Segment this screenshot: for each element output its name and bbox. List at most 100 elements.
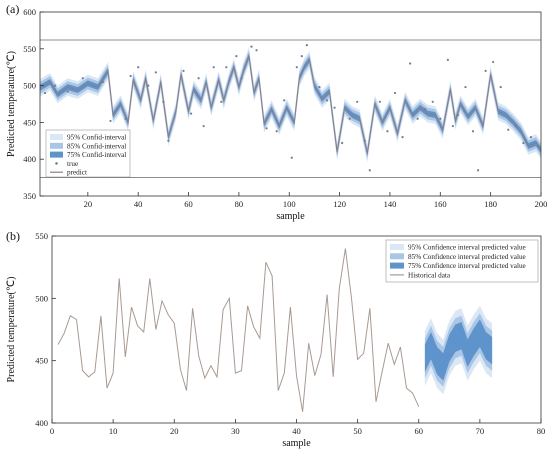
legend-swatch	[50, 151, 63, 158]
true-point	[514, 124, 517, 128]
panel-a-label: (a)	[6, 2, 19, 16]
a-x-tick-label: 40	[134, 199, 143, 209]
b-y-tick-label: 400	[35, 418, 48, 428]
legend-swatch	[390, 262, 404, 269]
b-x-tick-label: 10	[109, 426, 118, 436]
true-point	[408, 62, 412, 65]
legend-swatch	[50, 142, 63, 149]
true-point	[235, 55, 238, 58]
true-point	[283, 99, 286, 102]
true-point	[318, 85, 321, 89]
panel-a-plot-frame	[39, 11, 542, 197]
panel-b-y-axis-label: Predicted temperature(℃)	[6, 277, 17, 383]
true-point	[225, 66, 228, 69]
true-point	[124, 117, 127, 120]
true-point	[333, 106, 336, 109]
panel-b-historical-series	[57, 248, 420, 412]
true-point	[507, 128, 510, 131]
legend-label: 75% Confidence interval predicted value	[408, 262, 526, 270]
panel-a-y-axis: 350 400 450 500 550 600	[23, 7, 44, 201]
a-y-tick-label: 400	[23, 154, 36, 164]
legend-label: 85% Confidence interval predicted value	[408, 253, 526, 261]
a-x-tick-label: 160	[434, 199, 447, 209]
true-point	[356, 100, 359, 103]
true-point	[363, 139, 366, 142]
true-point	[220, 100, 223, 103]
true-point	[212, 66, 215, 69]
b-y-tick-label: 450	[35, 356, 48, 366]
a-x-tick-label: 100	[283, 199, 296, 209]
true-point	[393, 91, 397, 95]
legend-swatch	[50, 134, 63, 140]
b-x-tick-label: 40	[292, 426, 301, 436]
true-point	[348, 117, 351, 120]
legend-label: 95% Confidence interval predicted value	[408, 244, 526, 252]
true-point	[451, 124, 454, 128]
true-point	[275, 130, 278, 133]
true-point	[147, 84, 150, 87]
legend-label: Historical data	[408, 271, 451, 279]
b-x-tick-label: 70	[476, 426, 485, 436]
b-x-tick-label: 50	[353, 426, 362, 436]
true-point	[167, 139, 170, 142]
true-point	[446, 58, 449, 61]
a-y-tick-label: 600	[23, 7, 36, 17]
a-x-tick-label: 60	[184, 199, 193, 209]
a-x-tick-label: 80	[235, 199, 244, 209]
true-point	[197, 77, 200, 80]
true-point	[529, 136, 533, 139]
b-x-tick-label: 30	[231, 426, 240, 436]
true-point	[439, 117, 442, 120]
true-point	[378, 100, 381, 103]
true-point	[202, 124, 205, 128]
true-point	[484, 69, 487, 72]
predict-line	[39, 56, 542, 154]
true-point	[325, 99, 329, 102]
true-point	[54, 84, 57, 87]
panel-a-x-axis: 20 40 60 80 100 120 140 160 180 200	[84, 192, 547, 209]
true-point	[290, 156, 293, 159]
true-point	[137, 66, 140, 69]
true-point	[300, 55, 303, 58]
panel-b-y-axis: 400 450 500 550	[35, 231, 56, 428]
legend-label: 85% Confid-interval	[67, 142, 126, 150]
true-point	[101, 80, 105, 84]
true-point	[401, 136, 404, 139]
true-point	[81, 77, 84, 80]
confidence-band-85	[40, 50, 541, 160]
true-point	[386, 130, 389, 133]
panel-a-x-axis-label: sample	[276, 211, 305, 222]
panel-b-forecast-bands	[424, 305, 493, 395]
panel-a-true-points	[43, 44, 540, 172]
historical-line	[57, 248, 420, 412]
legend-swatch	[390, 244, 404, 250]
panel-b-label: (b)	[6, 229, 20, 243]
legend-swatch	[390, 253, 404, 260]
true-point	[189, 112, 193, 115]
panel-b: (b) 0 10 20 30 40 50 60 70 80 400 450 500 550 sampl…	[6, 229, 545, 449]
true-point	[522, 141, 525, 145]
true-point	[368, 169, 371, 172]
true-point	[66, 90, 69, 93]
true-point	[250, 45, 253, 48]
true-point	[464, 85, 467, 89]
legend-label: true	[67, 160, 78, 168]
panel-b-legend: 95% Confidence interval predicted value8…	[385, 239, 539, 283]
true-point	[240, 77, 243, 80]
b-x-tick-label: 0	[50, 426, 54, 436]
true-point	[154, 71, 157, 74]
b-x-tick-label: 60	[415, 426, 424, 436]
panel-a-y-axis-label: Predicted temperature(℃)	[6, 51, 17, 157]
true-point	[499, 85, 502, 89]
true-point	[182, 69, 185, 72]
panel-a-confidence-bands	[40, 47, 541, 163]
panel-a-predict-series	[39, 56, 542, 154]
true-point	[492, 60, 495, 64]
a-y-tick-label: 350	[23, 191, 36, 201]
panel-a-reference-lines	[40, 39, 541, 179]
true-point	[305, 44, 308, 47]
b-y-tick-label: 550	[35, 231, 48, 241]
a-x-tick-label: 140	[384, 199, 397, 209]
b-y-tick-label: 500	[35, 293, 48, 303]
true-point	[162, 100, 165, 103]
